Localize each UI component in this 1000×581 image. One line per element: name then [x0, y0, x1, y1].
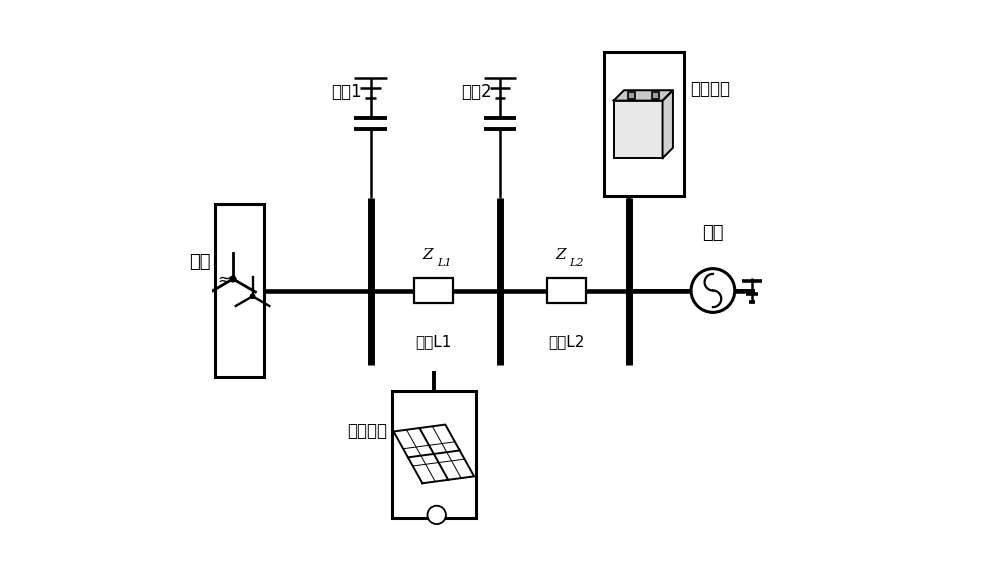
Text: L2: L2 — [569, 258, 584, 268]
Text: 电网: 电网 — [702, 224, 724, 242]
Text: 光伏电源: 光伏电源 — [348, 422, 388, 440]
Circle shape — [250, 294, 255, 299]
Bar — [547, 278, 586, 303]
Bar — [652, 92, 659, 99]
Text: 负荷2: 负荷2 — [461, 83, 491, 101]
Bar — [414, 278, 453, 303]
Bar — [604, 52, 684, 196]
Circle shape — [230, 276, 236, 282]
Bar — [392, 391, 476, 518]
Circle shape — [691, 268, 735, 313]
Text: 负荷1: 负荷1 — [331, 83, 362, 101]
Text: L1: L1 — [437, 258, 451, 268]
Text: 线路L1: 线路L1 — [416, 333, 452, 349]
Text: Z: Z — [423, 248, 433, 262]
Bar — [628, 92, 635, 99]
Bar — [215, 204, 264, 377]
Text: ≈: ≈ — [217, 270, 231, 288]
Polygon shape — [614, 90, 673, 101]
Polygon shape — [663, 90, 673, 158]
Text: 储能电源: 储能电源 — [690, 80, 730, 98]
Bar — [614, 101, 663, 158]
Circle shape — [427, 505, 446, 524]
Text: 线路L2: 线路L2 — [548, 333, 584, 349]
Text: Z: Z — [555, 248, 566, 262]
Text: 风电: 风电 — [189, 253, 211, 271]
